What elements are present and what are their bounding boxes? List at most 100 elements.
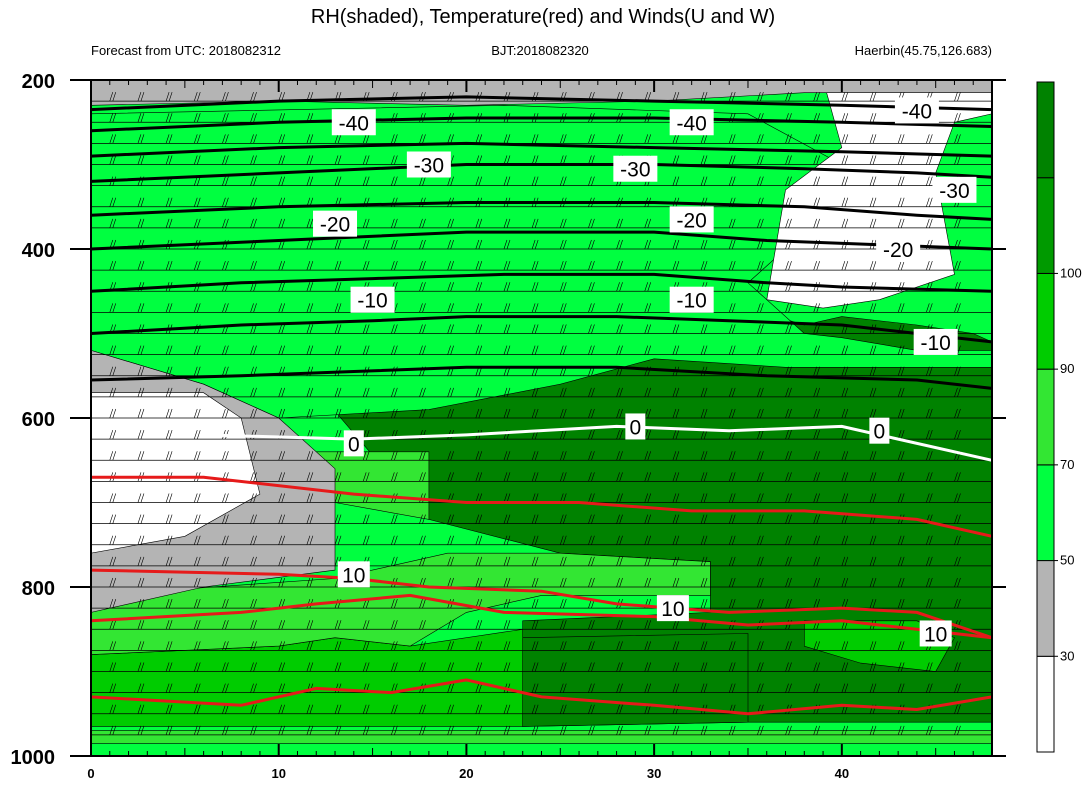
wind-barb xyxy=(588,430,592,440)
wind-barb xyxy=(562,324,567,334)
wind-barb xyxy=(644,514,649,524)
wind-barb xyxy=(672,239,677,250)
wind-barb xyxy=(478,239,483,250)
wind-barb xyxy=(475,218,480,228)
wind-barb xyxy=(165,535,170,545)
wind-barb xyxy=(196,345,201,355)
wind-barb xyxy=(309,451,314,461)
wind-barb xyxy=(478,345,483,355)
wind-barb xyxy=(165,218,170,228)
wind-barb xyxy=(672,662,677,672)
wind-barb xyxy=(334,535,339,545)
wind-barb xyxy=(700,599,705,609)
wind-barb xyxy=(957,725,961,735)
wind-barb xyxy=(844,113,849,123)
wind-barb xyxy=(196,641,201,651)
wind-barb xyxy=(112,662,117,672)
wind-barb xyxy=(450,324,454,334)
wind-barb xyxy=(728,514,733,524)
wind-barb xyxy=(503,218,508,228)
wind-barb xyxy=(619,620,623,630)
wind-barb xyxy=(422,472,426,482)
wind-barb xyxy=(306,493,311,503)
wind-barb xyxy=(957,493,961,503)
wind-barb xyxy=(844,303,849,313)
wind-barb xyxy=(334,176,339,186)
wind-barb xyxy=(844,430,849,440)
wind-barb xyxy=(872,345,877,355)
wind-barb xyxy=(112,387,117,397)
wind-barb xyxy=(841,303,846,313)
wind-barb xyxy=(109,556,114,566)
wind-barb xyxy=(644,303,649,313)
wind-barb xyxy=(813,387,817,397)
wind-barb xyxy=(253,345,257,355)
wind-barb xyxy=(447,683,451,693)
wind-barb xyxy=(700,577,705,588)
wind-barb xyxy=(447,387,451,397)
wind-barb xyxy=(616,493,620,503)
wind-barb xyxy=(897,472,902,482)
wind-barb xyxy=(757,535,761,545)
wind-barb xyxy=(700,556,705,566)
wind-barb xyxy=(760,134,764,144)
wind-barb xyxy=(647,218,652,228)
wind-barb xyxy=(900,725,905,735)
wind-barb xyxy=(672,683,677,693)
wind-barb xyxy=(760,92,764,102)
wind-barb xyxy=(619,662,623,672)
wind-barb xyxy=(506,324,511,334)
wind-barb xyxy=(334,155,339,165)
wind-barb xyxy=(954,535,958,545)
wind-barb xyxy=(703,556,708,566)
wind-barb xyxy=(872,599,877,609)
wind-barb xyxy=(562,725,567,735)
wind-barb xyxy=(109,155,114,165)
wind-barb xyxy=(334,261,339,271)
wind-barb xyxy=(562,704,567,714)
wind-barb xyxy=(362,408,367,419)
wind-barb xyxy=(897,387,902,397)
wind-barb xyxy=(334,493,339,503)
wind-barb xyxy=(447,324,451,334)
wind-barb xyxy=(728,134,733,144)
wind-barb xyxy=(419,387,423,397)
wind-barb xyxy=(785,599,789,609)
wind-barb xyxy=(165,662,170,672)
wind-barb xyxy=(926,155,930,165)
wind-barb xyxy=(140,134,145,144)
wind-barb xyxy=(137,408,142,419)
wind-barb xyxy=(728,662,733,672)
wind-barb xyxy=(675,620,680,630)
wind-barb xyxy=(588,345,592,355)
wind-barb xyxy=(675,556,680,566)
wind-barb xyxy=(193,366,198,376)
wind-barb xyxy=(306,514,311,524)
wind-barb xyxy=(703,577,708,588)
wind-barb xyxy=(250,197,254,207)
wind-barb xyxy=(869,366,874,376)
wind-barb xyxy=(872,662,877,672)
wind-barb xyxy=(222,387,226,397)
wind-barb xyxy=(309,387,314,397)
wind-barb xyxy=(559,535,564,545)
wind-barb xyxy=(869,387,874,397)
wind-barb xyxy=(672,92,677,102)
wind-barb xyxy=(506,704,511,714)
wind-barb xyxy=(954,472,958,482)
wind-barb xyxy=(165,704,170,714)
wind-barb xyxy=(841,535,846,545)
wind-barb xyxy=(419,282,423,292)
wind-barb xyxy=(222,451,226,461)
wind-barb xyxy=(647,408,652,419)
wind-barb xyxy=(281,387,285,397)
wind-barb xyxy=(137,366,142,376)
wind-barb xyxy=(957,113,961,123)
wind-barb xyxy=(559,683,564,693)
y-tick-label: 800 xyxy=(22,578,55,600)
wind-barb xyxy=(900,451,905,461)
wind-barb xyxy=(562,577,567,588)
wind-barb xyxy=(193,92,198,102)
wind-barb xyxy=(447,704,451,714)
wind-barb xyxy=(844,577,849,588)
